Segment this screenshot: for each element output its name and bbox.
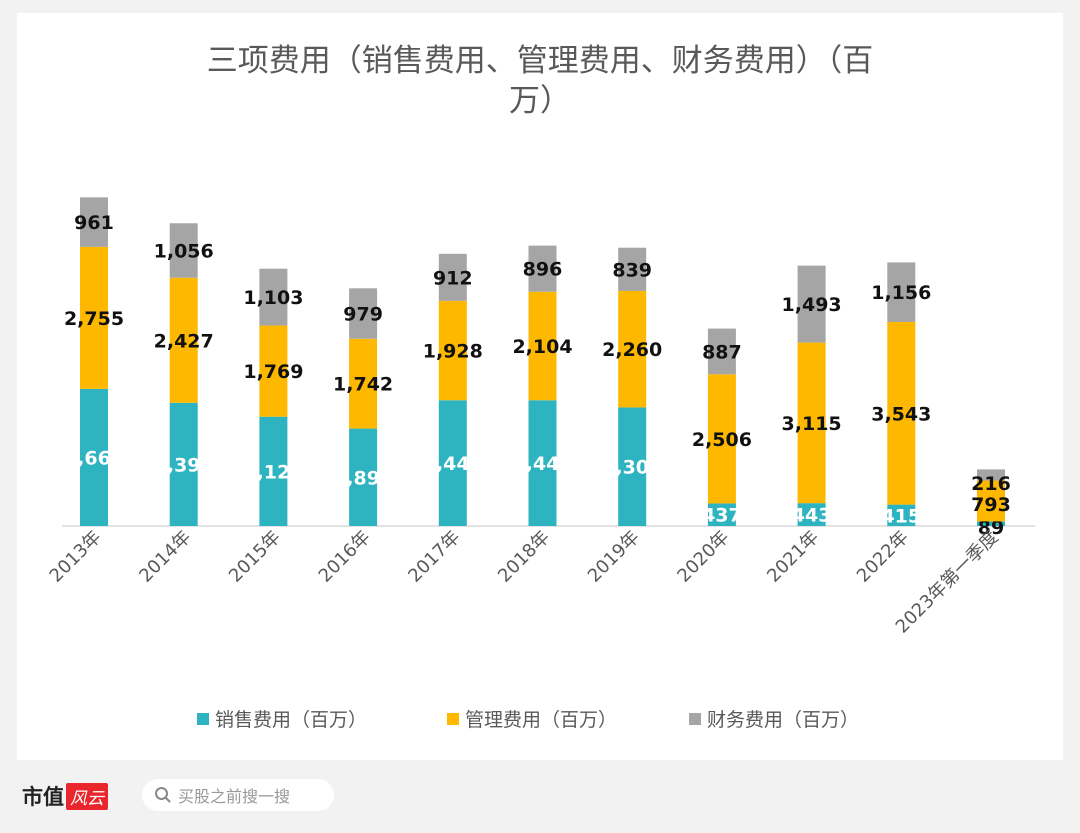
bar-segment <box>349 428 378 526</box>
bar-segment <box>169 402 198 526</box>
data-label: 793 <box>971 494 1011 516</box>
data-label: 2,104 <box>512 336 572 358</box>
legend-label: 财务费用（百万） <box>707 709 859 731</box>
data-label: ,12 <box>257 461 291 483</box>
legend-swatch <box>447 713 459 725</box>
data-label: ,39 <box>167 454 201 476</box>
data-label: ,66 <box>77 447 111 469</box>
bar-segment <box>438 300 467 401</box>
data-label: 887 <box>702 341 742 363</box>
bar-segment <box>618 407 647 526</box>
data-label: 839 <box>612 259 652 281</box>
logo-badge: 风云 <box>66 782 108 810</box>
bar-segment <box>259 325 288 417</box>
data-label: ,44 <box>436 453 470 475</box>
data-label: 443 <box>792 505 832 527</box>
x-tick-label: 2020年 <box>673 527 733 587</box>
bar-segment <box>528 291 557 401</box>
legend-swatch <box>689 713 701 725</box>
bar-segment <box>707 328 736 375</box>
data-label: 1,056 <box>154 240 214 262</box>
chart-card: 三项费用（销售费用、管理费用、财务费用）（百 万） ,66 2,755 961 2013年… <box>17 13 1063 760</box>
bar-segment <box>349 288 378 339</box>
data-label: 1,769 <box>243 361 303 383</box>
bar-segment <box>797 342 826 504</box>
bar-segment <box>528 400 557 526</box>
data-label: ,30 <box>615 457 649 479</box>
bar-segment <box>349 338 378 429</box>
x-tick-label: 2017年 <box>404 527 464 587</box>
data-label: 896 <box>523 259 563 281</box>
x-tick-label: 2018年 <box>494 527 554 587</box>
x-tick-label: 2013年 <box>46 527 106 587</box>
data-label: 2,427 <box>154 330 214 352</box>
data-label: 2,506 <box>692 429 752 451</box>
bar-segment <box>977 521 1005 526</box>
data-label: 1,103 <box>243 287 303 309</box>
logo-text: 市值 <box>22 784 64 809</box>
data-label: 2,260 <box>602 339 662 361</box>
chart-title: 三项费用（销售费用、管理费用、财务费用）（百 <box>207 43 874 79</box>
bar-segment <box>887 504 916 526</box>
stacked-bar-chart: 三项费用（销售费用、管理费用、财务费用）（百万） ,66 2,755 961 2013年… <box>46 43 1035 731</box>
search-box[interactable]: 买股之前搜一搜 <box>142 779 334 811</box>
data-label: 3,115 <box>782 413 842 435</box>
bar-segment <box>80 388 108 526</box>
brand-logo[interactable]: 市值 风云 <box>22 781 108 811</box>
bar-segment <box>80 197 108 247</box>
data-label: 415 <box>881 505 921 527</box>
legend-label: 管理费用（百万） <box>465 709 617 731</box>
x-tick-label: 2019年 <box>584 527 644 587</box>
bar-segment <box>259 416 288 526</box>
bar-segment <box>707 503 736 526</box>
data-label: 3,543 <box>871 403 931 425</box>
data-label: 961 <box>74 212 114 234</box>
data-label: 216 <box>971 473 1011 495</box>
data-label: 912 <box>433 267 473 289</box>
data-label: 1,742 <box>333 374 393 396</box>
bar-segment <box>438 253 467 301</box>
bar-segment <box>169 277 198 403</box>
x-tick-label: 2022年 <box>853 527 913 587</box>
x-tick-label: 2016年 <box>315 527 375 587</box>
bar-segment <box>169 223 198 278</box>
data-label: 1,928 <box>423 341 483 363</box>
bar-segment <box>259 268 288 326</box>
x-tick-label: 2015年 <box>225 527 285 587</box>
data-label: 89 <box>978 517 1004 539</box>
bar-segment <box>887 262 916 322</box>
legend-label: 销售费用（百万） <box>215 709 367 731</box>
data-label: 1,493 <box>782 294 842 316</box>
data-label: 437 <box>702 505 742 527</box>
data-label: ,44 <box>526 453 560 475</box>
bar-segment <box>618 247 647 291</box>
bar-segment <box>618 290 647 408</box>
x-tick-label: 2014年 <box>135 527 195 587</box>
bar-segment <box>80 246 108 389</box>
bar-segment <box>887 321 916 505</box>
bar-segment <box>977 469 1005 481</box>
chart-title: 万） <box>509 83 571 119</box>
data-label: 979 <box>343 304 383 326</box>
bar-segment <box>438 400 467 526</box>
legend-swatch <box>197 713 209 725</box>
data-label: ,89 <box>346 467 380 489</box>
data-label: 2,755 <box>64 308 124 330</box>
bar-segment <box>977 480 1005 522</box>
x-tick-label: 2021年 <box>763 527 823 587</box>
bar-segment <box>528 245 557 292</box>
data-label: 1,156 <box>871 282 931 304</box>
bar-segment <box>797 503 826 526</box>
footer-bar: 市值 风云 买股之前搜一搜 <box>0 765 1080 833</box>
search-icon <box>155 787 171 803</box>
bar-segment <box>707 374 736 504</box>
bar-segment <box>797 265 826 343</box>
search-placeholder: 买股之前搜一搜 <box>178 787 291 806</box>
